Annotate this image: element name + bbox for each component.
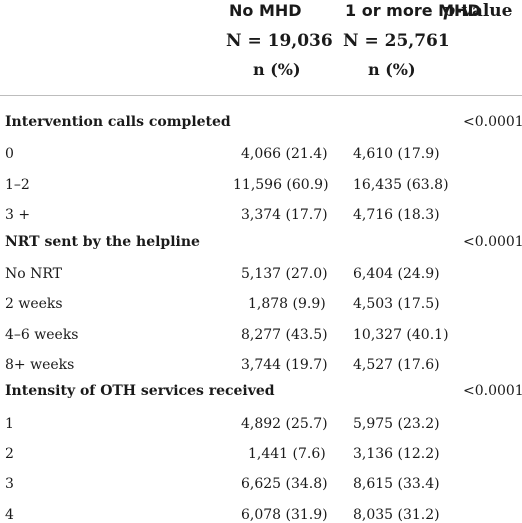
row-no-mhd: 3,744 (19.7) — [241, 357, 328, 373]
section-pvalue: <0.0001 — [463, 383, 522, 399]
row-label: 1 — [5, 416, 14, 432]
row-no-mhd: 11,596 (60.9) — [233, 177, 329, 193]
row-label: 8+ weeks — [5, 357, 75, 373]
section-title: NRT sent by the helpline — [5, 234, 200, 250]
section-title: Intervention calls completed — [5, 114, 231, 130]
header-col-pvalue: p-value — [443, 1, 512, 21]
row-mhd: 10,327 (40.1) — [353, 327, 449, 343]
row-label: 2 — [5, 446, 14, 462]
row-mhd: 4,527 (17.6) — [353, 357, 440, 373]
row-mhd: 8,035 (31.2) — [353, 507, 440, 523]
row-mhd: 4,503 (17.5) — [353, 296, 440, 312]
row-label: 4–6 weeks — [5, 327, 79, 343]
section-pvalue: <0.0001 — [463, 114, 522, 130]
section-title: Intensity of OTH services received — [5, 383, 275, 399]
row-mhd: 4,610 (17.9) — [353, 146, 440, 162]
header-col-mhd: 1 or more MHD — [345, 1, 481, 20]
section-pvalue: <0.0001 — [463, 234, 522, 250]
row-label: 3 + — [5, 207, 31, 223]
row-label: 4 — [5, 507, 14, 523]
row-no-mhd: 1,878 (9.9) — [248, 296, 326, 312]
header-col-pvalue-rest: -value — [454, 1, 513, 21]
row-no-mhd: 1,441 (7.6) — [248, 446, 326, 462]
row-no-mhd: 6,625 (34.8) — [241, 476, 328, 492]
row-label: 3 — [5, 476, 14, 492]
row-mhd: 3,136 (12.2) — [353, 446, 440, 462]
row-label: 0 — [5, 146, 14, 162]
row-label: No NRT — [5, 266, 63, 282]
row-no-mhd: 8,277 (43.5) — [241, 327, 328, 343]
header-unit-no-mhd: n (%) — [253, 60, 301, 79]
row-mhd: 4,716 (18.3) — [353, 207, 440, 223]
header-col-no-mhd: No MHD — [229, 1, 302, 20]
row-mhd: 6,404 (24.9) — [353, 266, 440, 282]
header-col-pvalue-p: p — [443, 1, 455, 21]
row-no-mhd: 4,066 (21.4) — [241, 146, 328, 162]
row-mhd: 8,615 (33.4) — [353, 476, 440, 492]
row-no-mhd: 5,137 (27.0) — [241, 266, 328, 282]
row-no-mhd: 4,892 (25.7) — [241, 416, 328, 432]
header-divider — [0, 95, 522, 96]
row-mhd: 16,435 (63.8) — [353, 177, 449, 193]
header-n-no-mhd: N = 19,036 — [226, 31, 333, 51]
row-no-mhd: 3,374 (17.7) — [241, 207, 328, 223]
row-mhd: 5,975 (23.2) — [353, 416, 440, 432]
row-label: 2 weeks — [5, 296, 63, 312]
header-unit-mhd: n (%) — [368, 60, 416, 79]
row-no-mhd: 6,078 (31.9) — [241, 507, 328, 523]
header-n-mhd: N = 25,761 — [343, 31, 450, 51]
row-label: 1–2 — [5, 177, 30, 193]
